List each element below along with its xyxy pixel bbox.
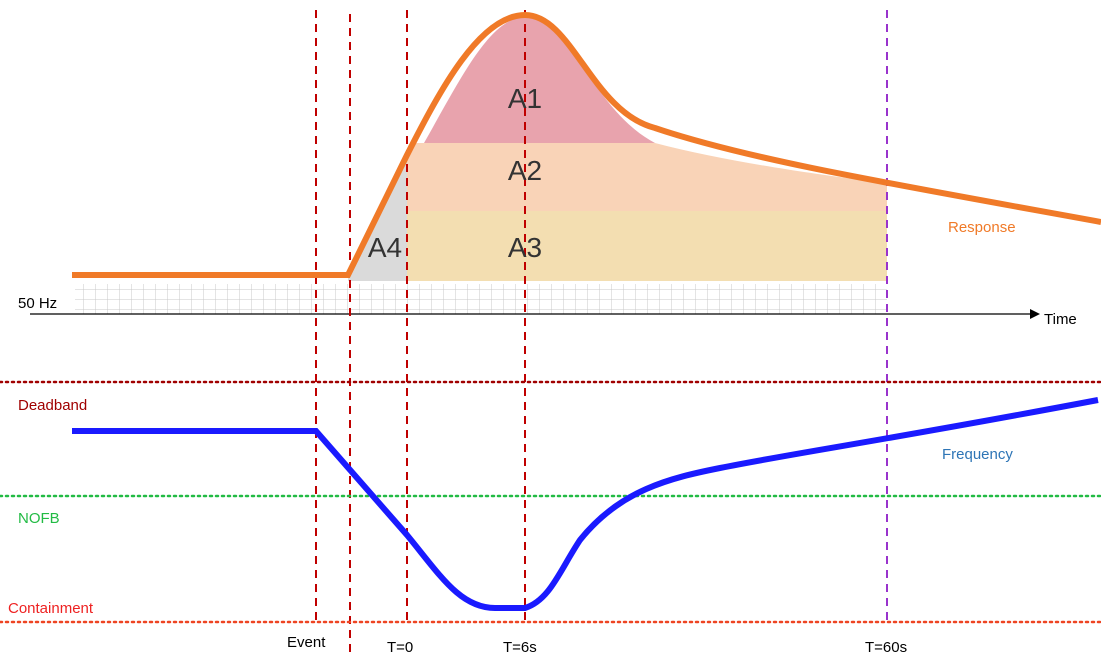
area-a3 bbox=[407, 211, 887, 281]
marker-label: T=60s bbox=[865, 639, 907, 656]
area-a1 bbox=[424, 17, 655, 143]
marker-label: Event bbox=[287, 634, 326, 651]
response-label: Response bbox=[948, 219, 1016, 236]
area-label: A1 bbox=[508, 83, 542, 114]
areas bbox=[348, 17, 887, 281]
grid-band bbox=[75, 284, 887, 314]
level-lines bbox=[0, 380, 1101, 624]
baseline-label: 50 Hz bbox=[18, 295, 57, 312]
level-label: Containment bbox=[8, 600, 94, 617]
area-a2 bbox=[407, 143, 887, 211]
frequency-label: Frequency bbox=[942, 446, 1013, 463]
level-label: NOFB bbox=[18, 510, 60, 527]
area-label: A3 bbox=[508, 232, 542, 263]
marker-label: T=6s bbox=[503, 639, 537, 656]
frequency-curve bbox=[72, 397, 1099, 611]
axis-label: Time bbox=[1044, 311, 1077, 328]
area-label: A4 bbox=[368, 232, 402, 263]
axis-arrow bbox=[1030, 309, 1040, 319]
response-curve bbox=[72, 11, 1101, 278]
marker-label: T=0 bbox=[387, 639, 413, 656]
level-label: Deadband bbox=[18, 397, 87, 414]
marker-lines bbox=[315, 10, 888, 657]
area-label: A2 bbox=[508, 155, 542, 186]
